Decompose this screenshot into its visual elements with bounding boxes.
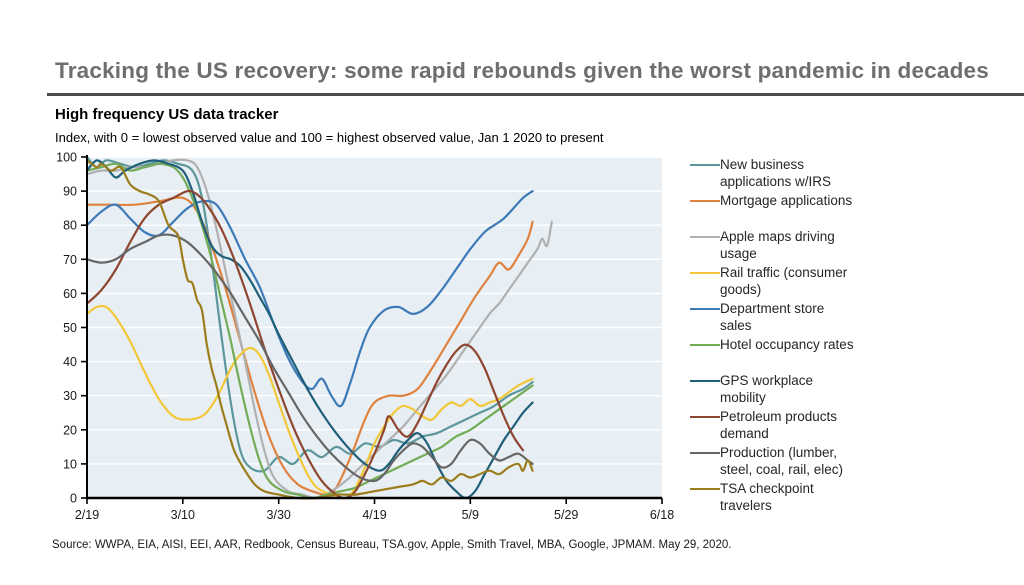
legend-item-gps-workplace-mobility: GPS workplace mobility xyxy=(690,372,1020,406)
legend-swatch-department-store-sales xyxy=(690,308,720,310)
chart-title: High frequency US data tracker xyxy=(55,106,279,123)
legend-label: Production (lumber, steel, coal, rail, e… xyxy=(720,445,844,477)
source-note: Source: WWPA, EIA, AISI, EEI, AAR, Redbo… xyxy=(52,539,732,551)
y-tick-label: 90 xyxy=(63,185,77,199)
series-line-rail-traffic xyxy=(85,304,534,500)
y-tick-label: 80 xyxy=(63,219,77,233)
legend-label: Apple maps driving usage xyxy=(720,229,835,261)
legend-swatch-hotel-occupancy xyxy=(690,344,720,346)
series-line-production xyxy=(85,233,534,483)
legend-item-apple-maps-driving: Apple maps driving usage xyxy=(690,228,1020,262)
legend-label: Petroleum products demand xyxy=(720,409,838,441)
chart-subtitle: Index, with 0 = lowest observed value an… xyxy=(55,130,604,145)
legend-item-petroleum-products-demand: Petroleum products demand xyxy=(690,408,1020,442)
y-tick-label: 70 xyxy=(63,253,77,267)
x-tick-label: 2/19 xyxy=(75,508,99,522)
x-tick-label: 6/18 xyxy=(650,508,674,522)
y-tick-label: 20 xyxy=(63,423,77,437)
legend-swatch-new-business-applications xyxy=(690,164,720,166)
x-tick-label: 3/10 xyxy=(171,508,195,522)
legend-label: Mortgage applications xyxy=(720,193,853,208)
legend-label: Rail traffic (consumer goods) xyxy=(720,265,848,297)
series-line-hotel-occupancy xyxy=(85,162,534,500)
legend-label: Department store sales xyxy=(720,301,825,333)
y-tick-label: 100 xyxy=(56,151,77,165)
legend-item-production: Production (lumber, steel, coal, rail, e… xyxy=(690,444,1020,478)
y-tick-label: 60 xyxy=(63,287,77,301)
page-title: Tracking the US recovery: some rapid reb… xyxy=(55,58,989,83)
y-tick-label: 10 xyxy=(63,457,77,471)
legend-label: New business applications w/IRS xyxy=(720,157,832,189)
y-tick-label: 40 xyxy=(63,355,77,369)
line-chart: 0 10 20 30 40 50 60 70 80 90 100 2/19 3/10 3/30 4/19 5/… xyxy=(56,151,674,523)
legend-swatch-petroleum-products-demand xyxy=(690,416,720,418)
legend-item-tsa-checkpoint-travelers: TSA checkpoint travelers xyxy=(690,480,1020,514)
legend: New business applications w/IRS Mortgage … xyxy=(690,156,1020,516)
series-line-department-store-sales xyxy=(85,190,534,408)
legend-label: Hotel occupancy rates xyxy=(720,337,854,352)
legend-swatch-gps-workplace-mobility xyxy=(690,380,720,382)
y-tick-label: 50 xyxy=(63,321,77,335)
x-tick-label: 5/29 xyxy=(554,508,578,522)
legend-item-mortgage-applications: Mortgage applications xyxy=(690,192,1020,209)
legend-item-hotel-occupancy: Hotel occupancy rates xyxy=(690,336,1020,353)
legend-item-new-business-applications: New business applications w/IRS xyxy=(690,156,1020,190)
y-tick-label: 30 xyxy=(63,389,77,403)
legend-swatch-rail-traffic xyxy=(690,272,720,274)
series-line-tsa-checkpoint-travelers xyxy=(85,159,534,500)
legend-swatch-production xyxy=(690,452,720,454)
legend-swatch-apple-maps-driving xyxy=(690,236,720,238)
legend-label: GPS workplace mobility xyxy=(720,373,814,405)
y-tick-label: 0 xyxy=(70,492,77,506)
x-tick-label: 3/30 xyxy=(267,508,291,522)
legend-item-rail-traffic: Rail traffic (consumer goods) xyxy=(690,264,1020,298)
legend-item-department-store-sales: Department store sales xyxy=(690,300,1020,334)
x-tick-label: 4/19 xyxy=(362,508,386,522)
legend-label: TSA checkpoint travelers xyxy=(720,481,814,513)
legend-swatch-mortgage-applications xyxy=(690,200,720,202)
legend-swatch-tsa-checkpoint-travelers xyxy=(690,488,720,490)
x-tick-label: 5/9 xyxy=(462,508,479,522)
title-underline xyxy=(47,93,1024,96)
